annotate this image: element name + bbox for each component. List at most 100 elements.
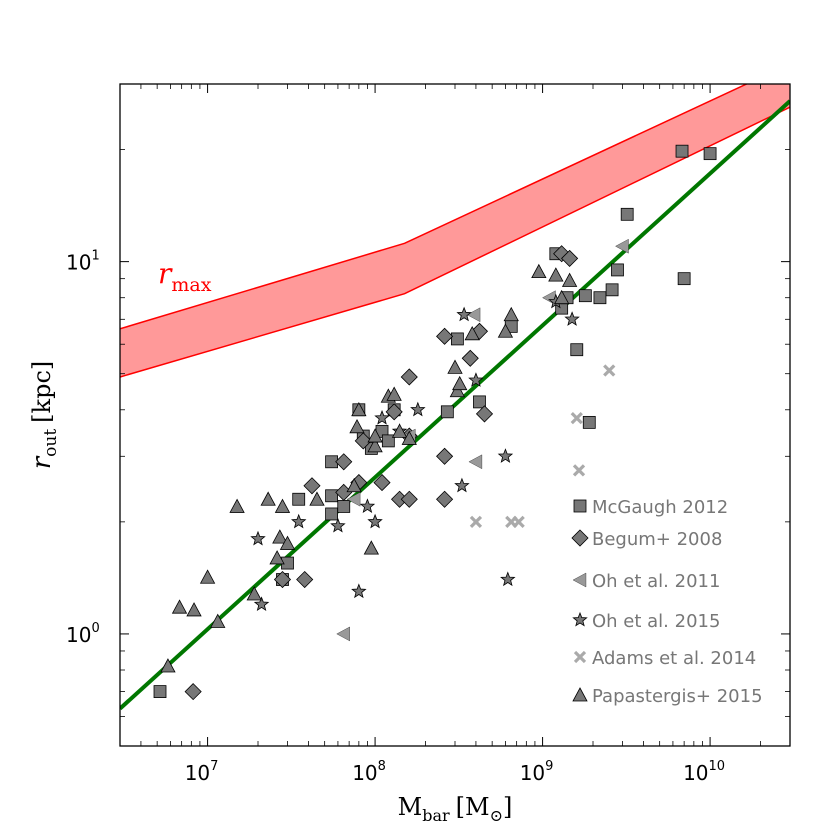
data-point-diamond [475,405,494,423]
data-point-star [367,513,383,529]
x-tick-base: 10 [185,761,210,785]
data-point-x-stroke-b [570,411,583,425]
data-point-triangle-up [229,498,245,513]
x-axis-label-sub: bar [422,806,450,825]
data-point-x [603,364,616,377]
data-point-triangle-left [615,238,629,254]
y-tick-label: 100 [66,621,100,647]
x-tick-exp: 7 [210,759,218,774]
legend-marker-x [573,650,587,664]
data-point-diamond [436,490,454,508]
data-point-triangle-up [279,535,296,550]
data-point-triangle-up [210,613,226,628]
y-axis-label-main: r [27,455,57,469]
data-point-square [620,207,634,221]
data-point-x [572,464,586,477]
legend-item-begum-2008: Begum+ 2008 [571,529,722,550]
data-point-star [253,596,270,612]
rmax-band-layer [120,84,790,378]
data-point-triangle-up [561,272,578,287]
legend-marker-x-stroke-b [573,650,587,664]
data-point-x-stroke-b [512,515,525,528]
fit-line-layer [120,99,790,711]
data-point-star [456,306,472,322]
data-point-triangle-up [548,267,564,282]
data-point-square [675,144,689,158]
data-point-triangle-up [346,477,362,493]
data-point-triangle-left [336,626,350,642]
data-point-x [469,515,483,528]
y-axis-label: rout [kpc] [27,361,61,470]
x-axis-label-unit-close: ] [503,793,512,821]
data-point-x [512,515,525,528]
x-tick-base: 10 [683,761,708,785]
data-point-triangle-up [367,428,383,443]
data-point-diamond [303,477,321,495]
data-point-triangle-up [171,599,188,614]
data-point-diamond [354,432,372,450]
data-point-star [497,448,514,463]
legend-marker-triangle-up [572,687,588,702]
data-point-triangle-left [346,492,361,507]
data-point-triangle-up [386,386,402,401]
x-tick-label: 107 [185,759,219,785]
data-point-triangle-up [497,323,514,338]
x-tick-exp: 8 [378,759,386,774]
legend: McGaugh 2012 Begum+ 2008 Oh et al. 2011 Oh … [571,497,763,707]
data-point-diamond [436,327,454,345]
data-point-x-stroke-b [572,464,586,477]
data-point-triangle-up [160,658,176,673]
x-axis-label-main: M [398,793,423,821]
y-axis-label-sub: out [41,429,61,457]
band-label: rmax [158,257,212,296]
y-tick-label: 101 [66,249,100,275]
x-tick-label: 1010 [683,759,725,785]
band-label-main: r [158,257,173,290]
legend-marker-triangle-left [572,572,587,588]
data-point-square [703,147,717,161]
legend-item-oh-et-al-2015: Oh et al. 2015 [572,611,720,632]
legend-label: Begum+ 2008 [592,529,722,550]
data-point-square [473,395,486,409]
x-tick-base: 10 [520,761,545,785]
legend-item-oh-et-al-2011: Oh et al. 2011 [572,571,720,592]
rmax-band-fill [120,84,790,377]
legend-label: Adams et al. 2014 [592,648,756,669]
data-point-square [582,415,596,429]
data-point-square [570,343,584,357]
data-point-star [468,372,484,387]
legend-marker-square [573,499,587,513]
x-tick-label: 109 [520,759,554,785]
y-tick-exp: 1 [91,249,99,264]
data-point-triangle-up [452,375,468,391]
data-point-diamond [400,490,418,508]
data-point-square [325,507,338,521]
series-mcgaugh-2012 [153,144,717,698]
data-point-triangle-up [367,438,383,453]
legend-marker-star [572,611,588,627]
data-point-triangle-up [531,263,547,279]
x-tick-label: 108 [352,759,386,785]
series-adams-et-al-2014 [469,364,616,528]
data-point-triangle-left [466,307,481,322]
data-point-square [381,434,395,448]
x-axis-label: Mbar [M⊙] [398,793,513,825]
data-point-triangle-up [447,359,463,374]
data-point-star [374,409,390,425]
legend-marker-diamond [571,529,589,547]
band-label-sub: max [171,274,211,296]
series-papastergis-2015 [160,263,578,673]
data-point-diamond [184,683,202,701]
legend-label: McGaugh 2012 [592,497,728,518]
x-tick-exp: 9 [545,759,553,774]
data-point-triangle-up [401,430,417,445]
rmax-band-upper-edge [120,84,749,330]
x-axis-label-unit-open: [M [456,793,490,821]
y-tick-base: 10 [66,251,91,275]
y-tick-base: 10 [66,623,91,647]
data-point-triangle-up [363,540,380,555]
data-point-triangle-up [274,498,291,513]
series-begum-2008 [184,245,579,701]
data-point-square [292,492,306,506]
